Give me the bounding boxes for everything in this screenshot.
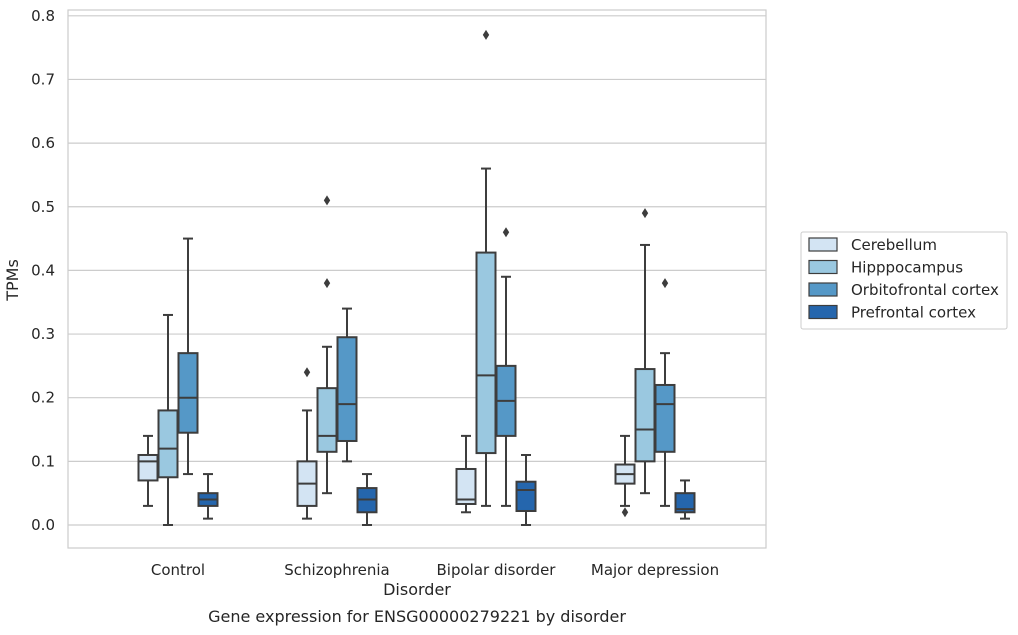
box — [455, 434, 477, 514]
gridlines — [68, 15, 766, 526]
box — [356, 473, 378, 526]
box — [515, 453, 537, 526]
legend-swatch — [808, 237, 838, 252]
box — [654, 278, 676, 507]
x-tick-label: Bipolar disorder — [437, 561, 557, 579]
x-tick-label: Major depression — [591, 561, 719, 579]
box — [137, 434, 159, 507]
outlier-point — [482, 29, 490, 40]
box-rect — [475, 251, 497, 455]
x-tick-labels: Control Schizophrenia Bipolar disorder Majo… — [151, 561, 719, 579]
outlier-point — [621, 507, 629, 518]
legend: Cerebellum Hipppocampus Orbitofrontal cort… — [800, 231, 1008, 330]
legend-label: Cerebellum — [851, 236, 937, 254]
box-rect — [177, 352, 199, 434]
box — [197, 473, 219, 520]
series-hipppocampus — [157, 29, 656, 526]
y-tick-label: 0.6 — [31, 134, 55, 152]
outlier-point — [661, 278, 669, 289]
y-axis-title: TPMs — [3, 259, 22, 302]
box — [296, 367, 318, 520]
box — [614, 434, 636, 518]
outlier-point — [323, 195, 331, 206]
box — [157, 313, 179, 526]
box — [177, 237, 199, 476]
box-rect — [316, 387, 338, 453]
y-tick-labels: 0.0 0.1 0.2 0.3 0.4 0.5 0.6 0.7 0.8 — [31, 7, 55, 534]
box-rect — [674, 492, 696, 514]
y-tick-label: 0.3 — [31, 325, 55, 343]
box-rect — [515, 480, 537, 512]
outlier-point — [502, 227, 510, 238]
legend-label: Hipppocampus — [851, 259, 963, 277]
box-rect — [137, 453, 159, 482]
legend-swatch — [808, 259, 838, 275]
outlier-point — [303, 367, 311, 378]
boxes — [137, 29, 696, 526]
legend-label: Prefrontal cortex — [851, 304, 976, 322]
series-orbitofrontal-cortex — [177, 227, 676, 507]
legend-swatch — [808, 304, 838, 320]
y-tick-label: 0.2 — [31, 389, 55, 407]
box-rect — [455, 467, 477, 505]
legend-frame — [800, 231, 1008, 330]
series-cerebellum — [137, 367, 636, 520]
chart-caption: Gene expression for ENSG00000279221 by d… — [208, 607, 626, 626]
y-tick-label: 0.4 — [31, 261, 55, 279]
legend-swatch — [808, 282, 838, 297]
series-prefrontal-cortex — [197, 453, 696, 526]
x-tick-label: Control — [151, 561, 205, 579]
box — [475, 29, 497, 507]
box-rect — [634, 368, 656, 463]
y-tick-label: 0.8 — [31, 7, 55, 25]
x-axis-title: Disorder — [383, 580, 451, 599]
box-rect — [157, 409, 179, 479]
y-tick-label: 0.7 — [31, 70, 55, 88]
box — [316, 195, 338, 495]
y-tick-label: 0.1 — [31, 452, 55, 470]
box — [336, 307, 358, 463]
legend-label: Orbitofrontal cortex — [851, 281, 999, 299]
box-rect — [654, 383, 676, 453]
x-tick-label: Schizophrenia — [284, 561, 389, 579]
box — [495, 227, 517, 507]
outlier-point — [641, 208, 649, 219]
box — [674, 479, 696, 520]
outlier-point — [323, 278, 331, 289]
y-tick-label: 0.0 — [31, 516, 55, 534]
y-tick-label: 0.5 — [31, 198, 55, 216]
box-rect — [336, 336, 358, 442]
